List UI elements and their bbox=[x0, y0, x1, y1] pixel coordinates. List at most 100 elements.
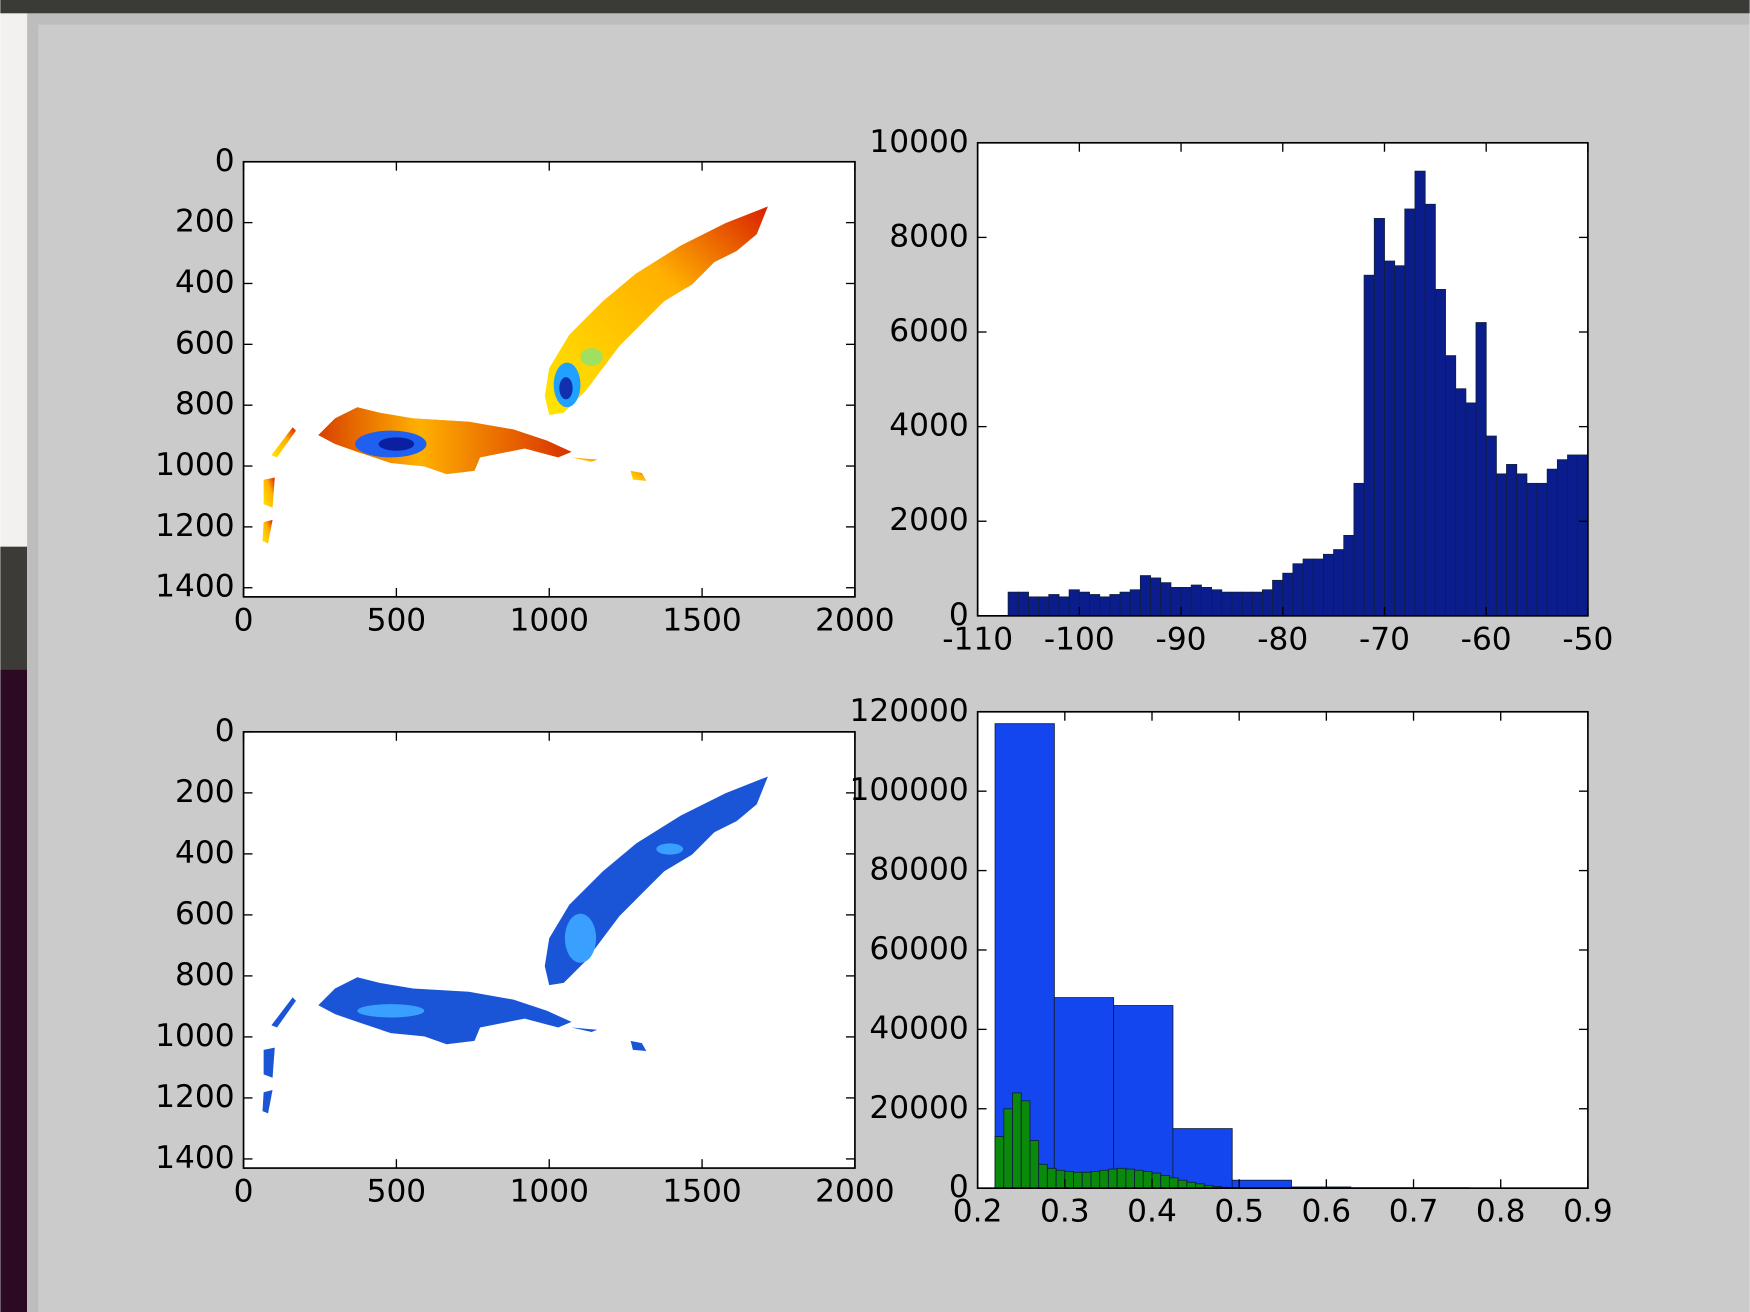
histogram-bar bbox=[1251, 591, 1263, 617]
histogram-bar bbox=[1125, 1168, 1136, 1189]
histogram-bar bbox=[1231, 1179, 1292, 1189]
histogram-bar bbox=[1003, 1108, 1013, 1189]
histogram-bar bbox=[1129, 589, 1141, 617]
x-tick-label: -60 bbox=[1461, 621, 1512, 657]
histogram-bar bbox=[1384, 260, 1396, 617]
histogram-bar bbox=[1312, 558, 1324, 617]
y-tick-label: 80000 bbox=[869, 852, 968, 888]
top-bar bbox=[0, 0, 1750, 14]
y-tick-label: 60000 bbox=[869, 931, 968, 967]
histogram-bar bbox=[1506, 464, 1518, 617]
y-tick-label: 200 bbox=[175, 774, 235, 810]
y-tick-label: 600 bbox=[175, 896, 235, 932]
y-tick-label: 800 bbox=[175, 386, 235, 422]
histogram-bar bbox=[1200, 587, 1213, 617]
histogram-bar bbox=[1302, 558, 1314, 617]
histogram-bar bbox=[1333, 549, 1345, 617]
y-tick-label: 0 bbox=[949, 1169, 969, 1205]
y-tick-label: 400 bbox=[175, 835, 235, 871]
histogram-bar bbox=[1119, 591, 1131, 617]
histogram-bar bbox=[1029, 1140, 1040, 1189]
histogram-bar bbox=[1282, 572, 1294, 617]
x-tick-label: 500 bbox=[367, 602, 427, 638]
histogram-bar bbox=[994, 1136, 1005, 1189]
histogram-bar bbox=[1099, 1169, 1109, 1189]
y-tick-label: 1000 bbox=[155, 1018, 234, 1054]
y-tick-label: 120000 bbox=[850, 693, 969, 729]
x-tick-label: -80 bbox=[1257, 621, 1308, 657]
histogram-bar bbox=[1038, 1163, 1048, 1189]
x-tick-label: 0.3 bbox=[1040, 1194, 1090, 1230]
y-tick-label: 800 bbox=[175, 957, 235, 993]
histogram-bar bbox=[1211, 589, 1223, 617]
histogram-bar bbox=[1048, 594, 1060, 617]
histogram-bar bbox=[1017, 591, 1029, 617]
terminal-strip bbox=[0, 669, 28, 1312]
x-tick-label: -70 bbox=[1359, 621, 1410, 657]
histogram-bar bbox=[1089, 594, 1101, 617]
y-tick-label: 100000 bbox=[850, 772, 969, 808]
histogram-bar bbox=[1134, 1169, 1144, 1189]
histogram-bar bbox=[1424, 203, 1436, 617]
histogram-bar bbox=[1012, 1092, 1022, 1189]
histogram-bar bbox=[1113, 1005, 1174, 1189]
y-tick-label: 1400 bbox=[155, 1140, 234, 1176]
histogram-bar bbox=[1139, 575, 1151, 617]
histogram-bar bbox=[1038, 596, 1050, 617]
editor-strip bbox=[0, 13, 28, 547]
y-tick-label: 4000 bbox=[889, 408, 968, 444]
y-tick-label: 0 bbox=[949, 597, 969, 633]
histogram-bar bbox=[1160, 582, 1172, 617]
x-tick-label: 1500 bbox=[662, 602, 741, 638]
histogram-bar bbox=[1160, 1175, 1170, 1189]
histogram-bar bbox=[1343, 534, 1355, 617]
histogram-bar bbox=[1046, 1167, 1057, 1189]
histogram-bar bbox=[1168, 1177, 1179, 1189]
x-tick-label: -50 bbox=[1562, 621, 1613, 657]
histogram-bar bbox=[1107, 1168, 1118, 1189]
histogram-bar bbox=[1404, 208, 1416, 617]
histogram-bar bbox=[1567, 454, 1579, 617]
x-tick-label: 1000 bbox=[510, 1174, 589, 1210]
histogram-bar bbox=[1445, 355, 1457, 617]
panel-strip bbox=[0, 546, 28, 670]
histogram-bar bbox=[1261, 589, 1274, 617]
histogram-bar bbox=[1090, 1171, 1101, 1189]
histogram-bar bbox=[1475, 322, 1487, 617]
histogram-bar bbox=[1172, 1128, 1233, 1189]
x-tick-label: 1500 bbox=[662, 1174, 741, 1210]
y-tick-label: 600 bbox=[175, 325, 235, 361]
y-tick-label: 6000 bbox=[889, 313, 968, 349]
histogram-bar bbox=[1272, 579, 1284, 617]
x-tick-label: 0.6 bbox=[1302, 1194, 1352, 1230]
histogram-bar bbox=[1465, 402, 1477, 617]
x-tick-label: 2000 bbox=[815, 602, 894, 638]
histogram-bar bbox=[1516, 473, 1528, 617]
histogram-bar bbox=[1190, 584, 1202, 617]
image-highlight bbox=[318, 348, 603, 475]
histogram-bar bbox=[1151, 1172, 1162, 1189]
histogram-bar bbox=[1078, 591, 1090, 617]
y-tick-label: 8000 bbox=[889, 218, 968, 254]
histogram-bar bbox=[1142, 1171, 1153, 1189]
histogram-bar bbox=[1455, 388, 1467, 617]
y-tick-label: 0 bbox=[215, 713, 235, 749]
histogram-bar bbox=[1292, 563, 1304, 617]
histogram-bar bbox=[1180, 587, 1192, 617]
x-tick-label: 0 bbox=[234, 1174, 254, 1210]
x-tick-label: 2000 bbox=[815, 1174, 894, 1210]
histogram-bar bbox=[1231, 591, 1243, 617]
histogram-bar bbox=[1109, 594, 1121, 617]
y-tick-label: 1000 bbox=[155, 447, 234, 483]
x-tick-label: 0.9 bbox=[1563, 1194, 1613, 1230]
x-tick-label: 500 bbox=[367, 1174, 427, 1210]
histogram-bar bbox=[1058, 596, 1070, 617]
histogram-bar bbox=[1373, 218, 1385, 617]
y-tick-label: 40000 bbox=[869, 1010, 968, 1046]
y-tick-label: 400 bbox=[175, 264, 235, 300]
histogram-bar bbox=[1485, 435, 1497, 617]
y-tick-label: 1400 bbox=[155, 569, 234, 605]
histogram-bar bbox=[1434, 288, 1446, 617]
histogram-bar bbox=[1323, 553, 1335, 617]
